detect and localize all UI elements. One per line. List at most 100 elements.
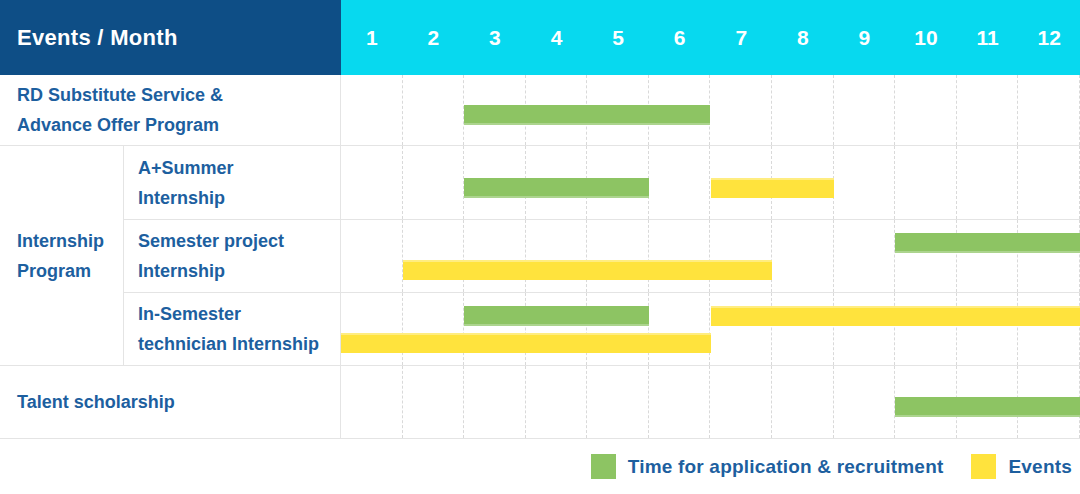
row-label-line: A+Summer	[138, 153, 340, 183]
legend: Time for application & recruitment Events	[0, 439, 1080, 494]
month-gridline	[464, 366, 526, 438]
row-label-line: In-Semester	[138, 299, 340, 329]
month-gridline	[403, 366, 465, 438]
month-gridline	[464, 220, 526, 292]
month-gridline	[649, 146, 711, 219]
month-gridline	[710, 220, 772, 292]
timeline-cell	[341, 220, 1080, 292]
month-gridline	[957, 220, 1019, 292]
timeline-cell	[341, 293, 1080, 365]
row-label-line: Internship	[138, 183, 340, 213]
month-gridline	[403, 75, 465, 145]
month-gridline	[710, 75, 772, 145]
month-label: 11	[957, 0, 1019, 75]
event-swatch	[971, 454, 996, 479]
month-gridline	[587, 220, 649, 292]
month-gridline	[1018, 75, 1080, 145]
month-gridline	[526, 366, 588, 438]
month-gridline	[895, 75, 957, 145]
month-label: 10	[895, 0, 957, 75]
application-bar	[464, 306, 649, 326]
application-bar	[895, 397, 1080, 417]
month-gridline	[772, 220, 834, 292]
row-a-plus-summer-internship: A+Summer Internship	[124, 146, 1080, 220]
row-label-line: Talent scholarship	[17, 387, 340, 417]
legend-label: Events	[1008, 456, 1072, 478]
events-month-header: Events / Month	[0, 0, 341, 75]
row-label-line: Semester project	[138, 226, 340, 256]
month-gridline	[895, 293, 957, 365]
month-gridline	[772, 293, 834, 365]
month-gridline	[649, 366, 711, 438]
group-label: Internship Program	[0, 146, 124, 365]
month-gridline	[772, 366, 834, 438]
month-gridline	[587, 293, 649, 365]
month-gridline	[464, 293, 526, 365]
row-in-semester-technician-internship: In-Semester technician Internship	[124, 293, 1080, 365]
month-gridline	[834, 146, 896, 219]
internship-program-group: Internship Program A+Summer Internship S…	[0, 146, 1080, 366]
month-gridline	[1018, 220, 1080, 292]
month-gridline	[957, 293, 1019, 365]
month-gridline	[710, 366, 772, 438]
month-gridline	[710, 293, 772, 365]
application-bar	[464, 105, 710, 125]
month-label: 4	[526, 0, 588, 75]
timeline-cell	[341, 366, 1080, 438]
row-label-line: technician Internship	[138, 329, 340, 359]
row-semester-project-internship: Semester project Internship	[124, 220, 1080, 293]
row-label: RD Substitute Service & Advance Offer Pr…	[0, 75, 341, 145]
row-label: Talent scholarship	[0, 366, 341, 438]
timeline-cell	[341, 146, 1080, 219]
month-gridline	[957, 75, 1019, 145]
event-bar	[711, 178, 834, 198]
legend-item-application: Time for application & recruitment	[591, 454, 944, 479]
month-gridline	[341, 146, 403, 219]
month-gridline	[895, 146, 957, 219]
month-gridline	[834, 220, 896, 292]
event-bar	[341, 333, 711, 353]
application-bar	[464, 178, 649, 198]
gantt-schedule-chart: Events / Month 123456789101112 RD Substi…	[0, 0, 1080, 494]
row-label: A+Summer Internship	[124, 146, 341, 219]
month-gridline	[403, 220, 465, 292]
month-gridline	[834, 293, 896, 365]
month-gridline	[772, 75, 834, 145]
legend-item-event: Events	[971, 454, 1072, 479]
event-bar	[711, 306, 1080, 326]
month-label: 7	[710, 0, 772, 75]
month-gridline	[1018, 293, 1080, 365]
legend-label: Time for application & recruitment	[628, 456, 944, 478]
month-gridline	[957, 146, 1019, 219]
month-label: 8	[772, 0, 834, 75]
group-label-line: Program	[17, 256, 123, 286]
month-label: 5	[587, 0, 649, 75]
application-bar	[895, 233, 1080, 253]
row-talent-scholarship: Talent scholarship	[0, 366, 1080, 439]
row-label-line: RD Substitute Service &	[17, 80, 340, 110]
row-label: Semester project Internship	[124, 220, 341, 292]
month-gridline	[341, 220, 403, 292]
timeline-cell	[341, 75, 1080, 145]
month-label: 1	[341, 0, 403, 75]
row-label: In-Semester technician Internship	[124, 293, 341, 365]
month-gridline	[587, 366, 649, 438]
month-gridline	[649, 220, 711, 292]
month-gridline	[341, 293, 403, 365]
month-gridline	[341, 75, 403, 145]
month-gridline	[649, 293, 711, 365]
application-swatch	[591, 454, 616, 479]
month-label: 3	[464, 0, 526, 75]
row-label-line: Advance Offer Program	[17, 110, 340, 140]
group-sub-rows: A+Summer Internship Semester project Int…	[124, 146, 1080, 365]
month-label: 2	[403, 0, 465, 75]
month-gridline	[1018, 146, 1080, 219]
row-rd-substitute-service: RD Substitute Service & Advance Offer Pr…	[0, 75, 1080, 146]
month-gridline	[341, 366, 403, 438]
month-label: 12	[1018, 0, 1080, 75]
month-header-row: 123456789101112	[341, 0, 1080, 75]
month-gridline	[834, 75, 896, 145]
month-gridline	[526, 293, 588, 365]
month-label: 9	[834, 0, 896, 75]
month-label: 6	[649, 0, 711, 75]
